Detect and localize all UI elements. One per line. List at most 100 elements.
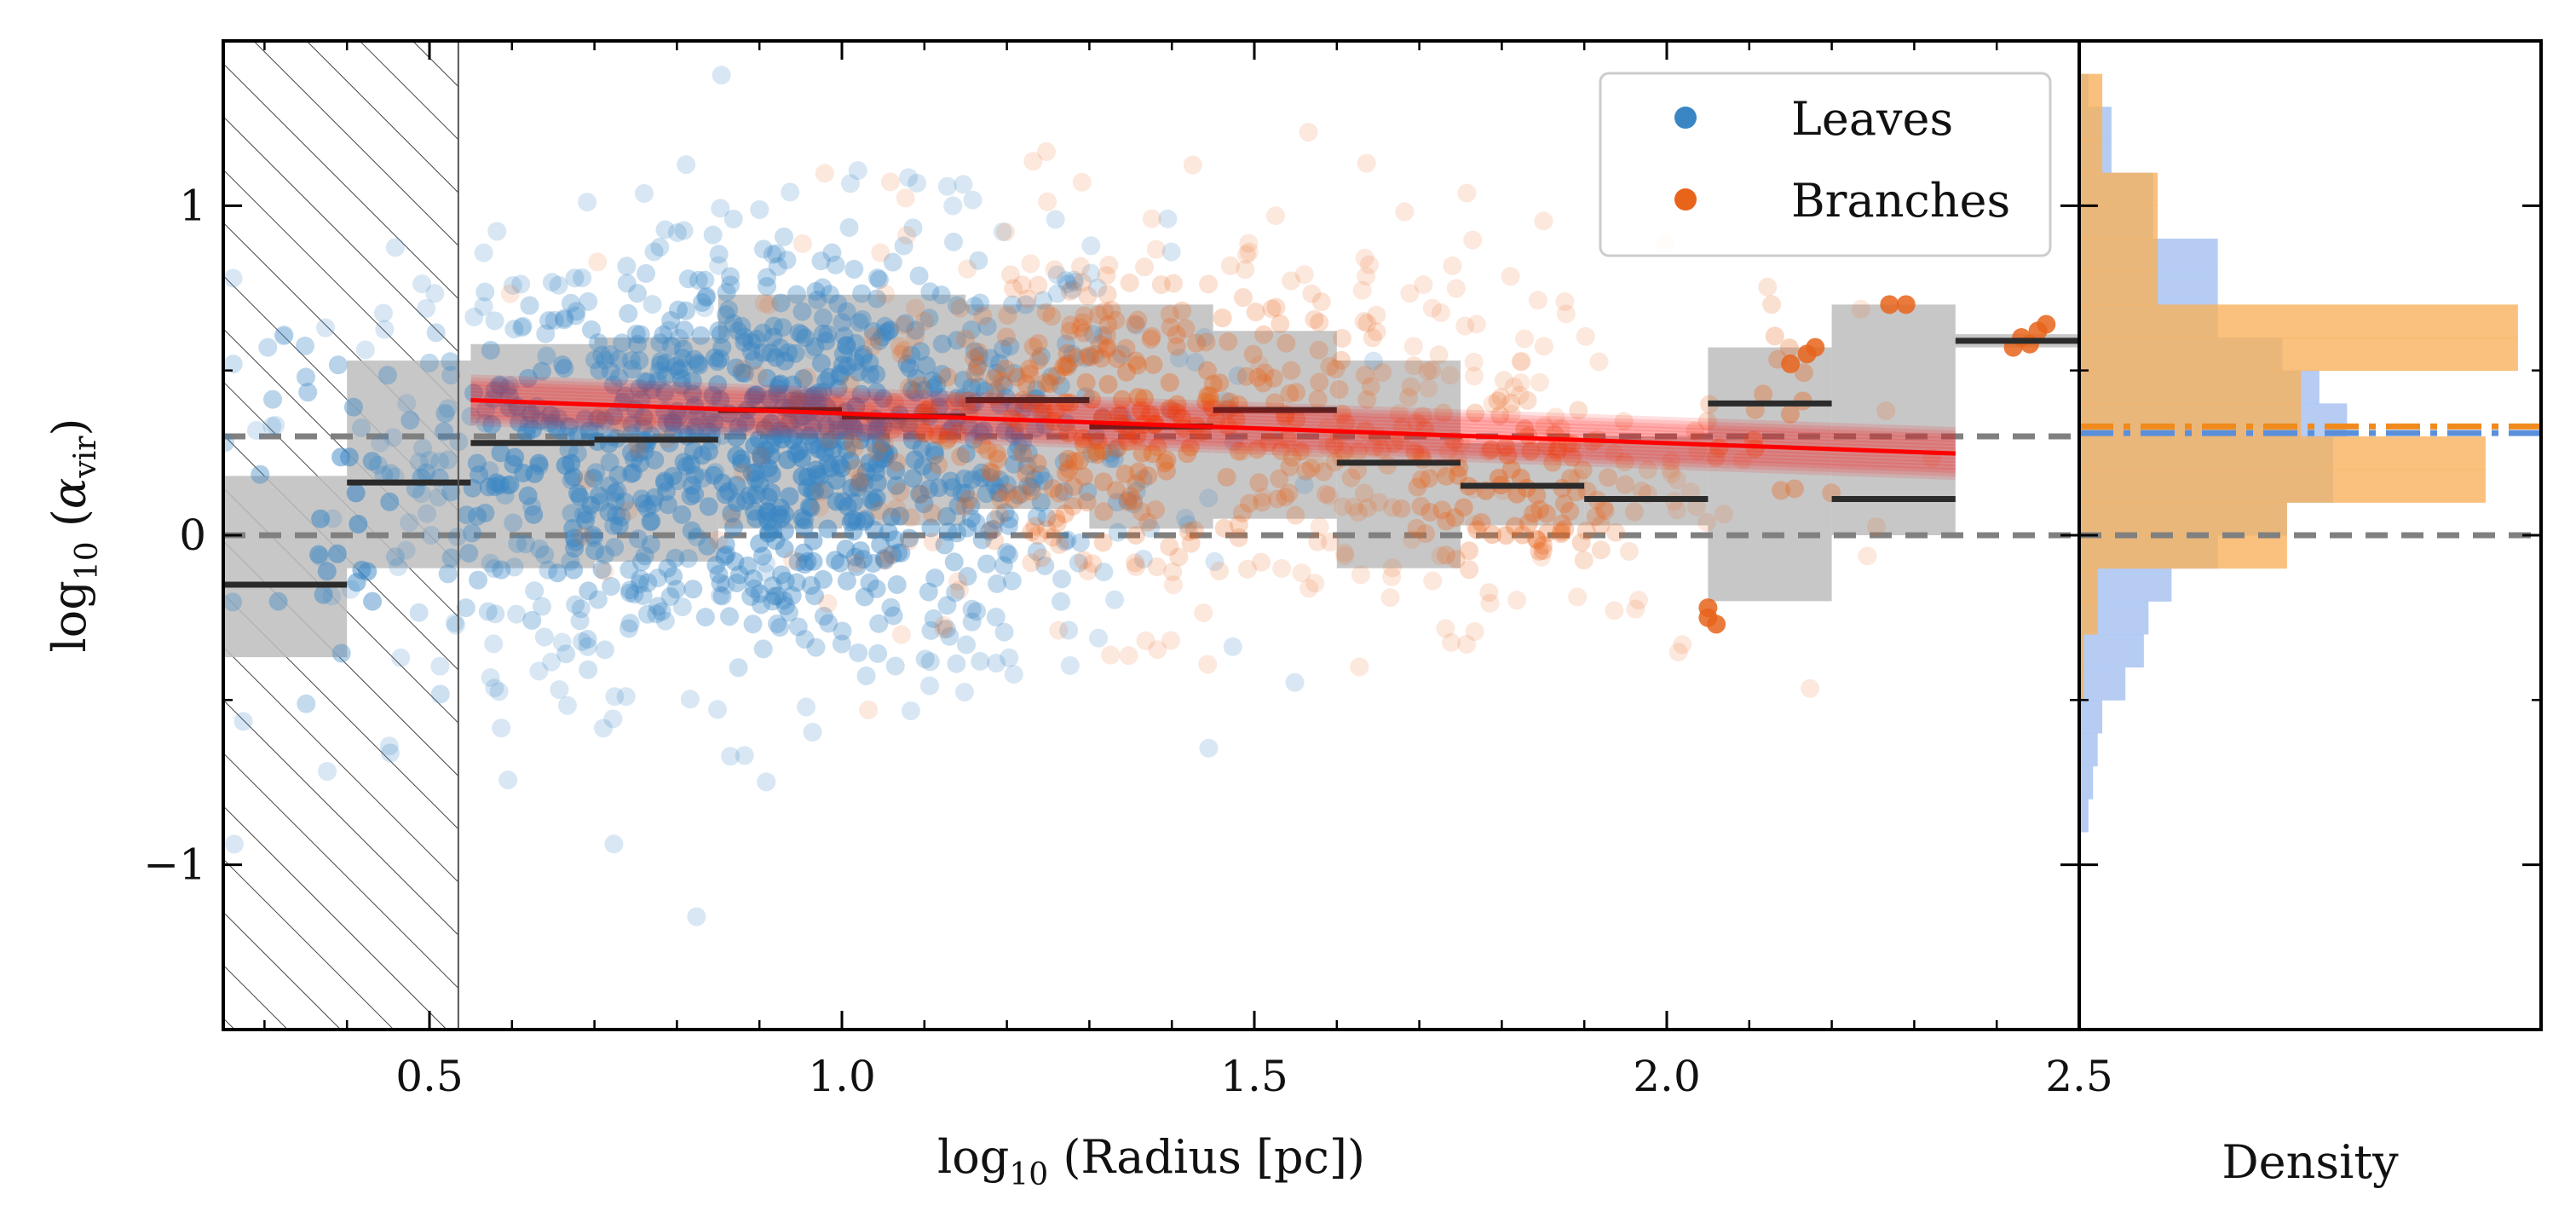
data-point (266, 415, 285, 435)
data-point (803, 340, 822, 360)
data-point (1382, 558, 1402, 578)
data-point (1276, 333, 1296, 353)
data-point (1052, 591, 1071, 611)
data-point (753, 639, 773, 659)
data-point (666, 356, 686, 376)
data-point (1022, 522, 1041, 542)
data-point (1364, 438, 1384, 458)
data-point (720, 607, 740, 626)
data-point (1158, 209, 1178, 228)
data-point (489, 682, 509, 701)
data-point (769, 378, 788, 398)
data-point (894, 341, 913, 361)
data-point (932, 365, 952, 384)
data-point (612, 507, 631, 527)
data-point (850, 474, 870, 493)
data-point (469, 570, 488, 590)
data-point (983, 463, 1002, 482)
data-point (902, 345, 921, 365)
data-point (994, 376, 1014, 395)
fit-sample-line (470, 407, 1956, 474)
data-point (674, 453, 694, 472)
data-point (1027, 380, 1046, 400)
data-point (417, 463, 436, 482)
data-point (875, 316, 895, 336)
data-point (656, 354, 676, 373)
data-point (869, 614, 889, 633)
data-point (729, 658, 748, 678)
data-point (1533, 535, 1553, 555)
data-point (828, 378, 848, 398)
data-point (906, 298, 925, 318)
data-point (845, 547, 865, 567)
data-point (759, 295, 779, 314)
data-point (507, 604, 527, 624)
data-point (1301, 459, 1321, 478)
data-point (678, 549, 698, 568)
data-point (1097, 339, 1116, 359)
data-point (948, 572, 968, 591)
data-point (573, 268, 592, 288)
data-point (564, 560, 584, 580)
data-point (838, 356, 857, 376)
data-point (1058, 449, 1078, 469)
data-point (1063, 344, 1082, 364)
data-point (695, 608, 715, 627)
data-point (1120, 273, 1139, 292)
data-point (1209, 561, 1229, 580)
data-point (883, 252, 902, 272)
data-point (1459, 541, 1478, 561)
data-point (798, 367, 817, 387)
data-point (949, 580, 969, 600)
data-point (821, 459, 841, 478)
data-point (409, 453, 429, 472)
data-point (745, 436, 764, 455)
data-point (568, 483, 588, 503)
data-point (233, 712, 253, 731)
data-point (671, 369, 691, 389)
data-point (856, 666, 876, 686)
data-point (1037, 520, 1057, 539)
data-point (1142, 326, 1161, 346)
data-point (1199, 274, 1219, 294)
data-point (1004, 665, 1023, 684)
data-point (1411, 470, 1431, 489)
data-point (943, 418, 963, 437)
data-point (879, 321, 899, 341)
data-point (992, 372, 1011, 391)
data-point (1404, 441, 1424, 461)
data-point (1128, 310, 1148, 330)
data-point (721, 275, 741, 295)
data-point (743, 614, 763, 634)
data-point (1105, 590, 1125, 609)
data-point (771, 293, 791, 313)
data-point (672, 376, 692, 395)
data-point (775, 539, 794, 558)
data-point (711, 390, 730, 410)
data-point (1075, 306, 1094, 326)
data-point (1205, 551, 1225, 571)
data-point (704, 465, 723, 485)
data-point (986, 510, 1006, 529)
data-point (945, 392, 965, 412)
data-point (508, 534, 527, 553)
data-point (1169, 547, 1189, 567)
data-point (1099, 255, 1119, 274)
data-point (1049, 483, 1069, 503)
data-point (875, 551, 895, 570)
data-point (695, 270, 715, 290)
data-point (1547, 442, 1567, 462)
data-point (1357, 390, 1377, 410)
data-point (795, 328, 815, 348)
data-point (1357, 499, 1377, 518)
data-point (1521, 441, 1541, 461)
data-point (826, 255, 845, 274)
data-point (763, 245, 782, 264)
data-point (855, 587, 874, 607)
data-point (1107, 493, 1127, 512)
data-point (1141, 329, 1161, 349)
data-point (1087, 278, 1107, 297)
data-point (911, 342, 931, 361)
data-point (1252, 552, 1271, 572)
data-point (915, 649, 935, 669)
